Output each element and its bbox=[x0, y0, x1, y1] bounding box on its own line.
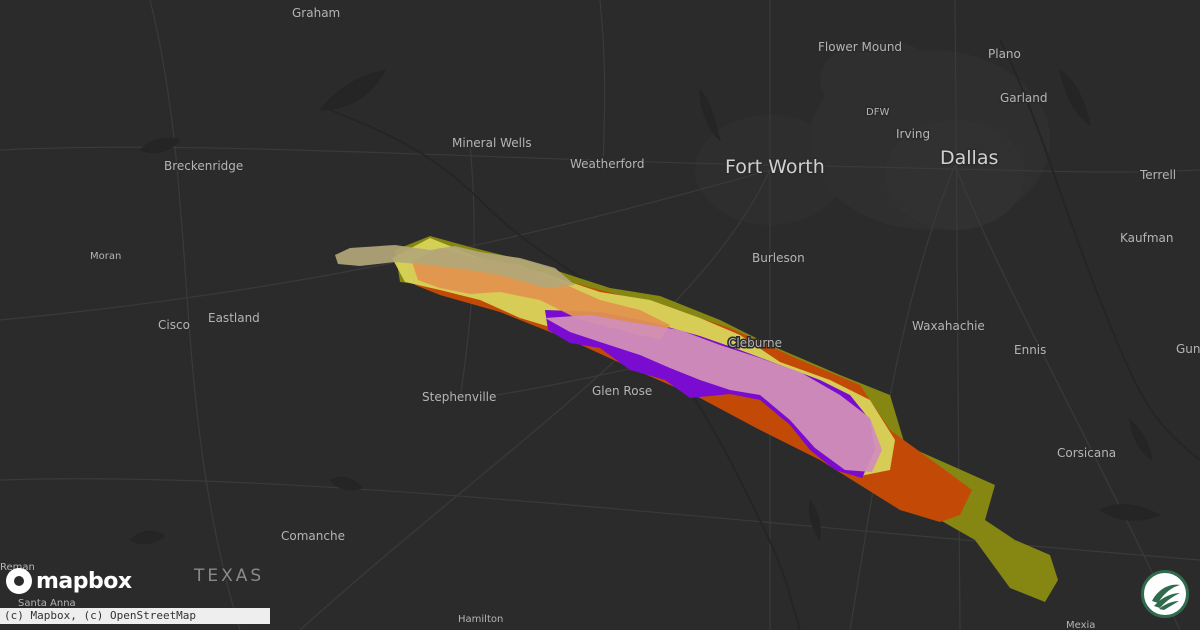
city-label-dfw: DFW bbox=[866, 107, 889, 118]
city-label-mineral-wells: Mineral Wells bbox=[452, 136, 532, 150]
map-attribution[interactable]: (c) Mapbox, (c) OpenStreetMap bbox=[0, 608, 270, 624]
city-label-irving: Irving bbox=[896, 127, 930, 141]
city-label-graham: Graham bbox=[292, 6, 340, 20]
city-label-plano: Plano bbox=[988, 47, 1021, 61]
city-label-stephenville: Stephenville bbox=[422, 390, 496, 404]
city-label-waxahachie: Waxahachie bbox=[912, 319, 985, 333]
city-label-fort-worth: Fort Worth bbox=[725, 156, 825, 178]
city-label-flower-mound: Flower Mound bbox=[818, 40, 902, 54]
city-label-eastland: Eastland bbox=[208, 311, 260, 325]
state-label-texas: TEXAS bbox=[193, 566, 264, 586]
city-label-glen-rose: Glen Rose bbox=[592, 384, 652, 398]
city-label-cisco: Cisco bbox=[158, 318, 190, 332]
city-label-dallas: Dallas bbox=[940, 147, 998, 169]
storm-swath bbox=[335, 236, 1058, 602]
mapbox-logo[interactable]: mapbox bbox=[6, 568, 132, 594]
city-labels: Graham Flower Mound Plano Garland DFW Ir… bbox=[0, 5, 1200, 630]
city-label-mexia: Mexia bbox=[1066, 620, 1095, 630]
swath-pink bbox=[545, 315, 882, 472]
swath-purple bbox=[545, 310, 875, 478]
brand-badge-graphic bbox=[1152, 584, 1180, 610]
city-label-comanche: Comanche bbox=[281, 529, 345, 543]
water-features bbox=[129, 68, 1162, 544]
city-label-weatherford: Weatherford bbox=[570, 157, 644, 171]
city-label-ennis: Ennis bbox=[1014, 343, 1046, 357]
city-label-terrell: Terrell bbox=[1139, 168, 1176, 182]
city-label-moran: Moran bbox=[90, 251, 121, 262]
city-label-garland: Garland bbox=[1000, 91, 1048, 105]
city-label-burleson: Burleson bbox=[752, 251, 805, 265]
city-label-kaufman: Kaufman bbox=[1120, 231, 1174, 245]
city-label-santa-anna: Santa Anna bbox=[18, 598, 76, 609]
mapbox-logo-icon bbox=[6, 568, 32, 594]
city-label-cleburne: Cleburne bbox=[728, 336, 782, 350]
city-label-breckenridge: Breckenridge bbox=[164, 159, 243, 173]
mapbox-logo-text: mapbox bbox=[36, 568, 132, 594]
swath-tan bbox=[335, 245, 575, 288]
brand-badge-icon[interactable] bbox=[1141, 570, 1189, 618]
city-label-corsicana: Corsicana bbox=[1057, 446, 1116, 460]
city-label-hamilton: Hamilton bbox=[458, 614, 503, 625]
city-label-gun: Gun bbox=[1176, 342, 1200, 356]
